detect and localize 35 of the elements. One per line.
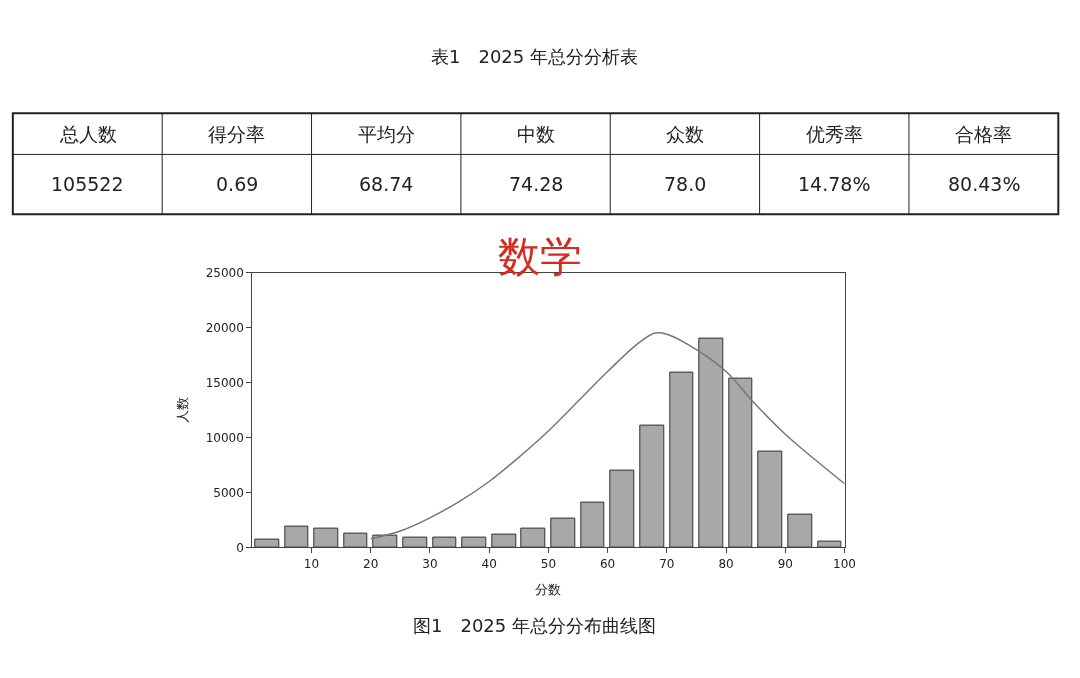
- text: 中数: [517, 123, 555, 145]
- y-tick-label: 10000: [205, 430, 244, 445]
- chart-title: 数学: [498, 232, 582, 282]
- x-tick-label: 10: [303, 556, 320, 571]
- caption: 图1 2025 年总分分布曲线图: [413, 615, 656, 636]
- y-tick-label: 0: [236, 540, 244, 555]
- text: 平均分: [358, 123, 415, 145]
- x-tick-label: 90: [777, 556, 793, 571]
- x-tick-label: 100: [833, 556, 856, 571]
- y-tick-label: 25000: [205, 265, 244, 280]
- text: 合格率: [955, 123, 1012, 145]
- text: 78.0: [664, 173, 707, 195]
- x-tick-label: 60: [599, 556, 616, 571]
- y-tick-label: 5000: [213, 485, 244, 500]
- x-tick-label: 40: [481, 556, 497, 571]
- text: 74.28: [509, 173, 564, 195]
- x-tick-label: 70: [659, 556, 675, 571]
- x-tick-label: 30: [422, 556, 438, 571]
- y-tick-label: 20000: [205, 320, 244, 335]
- text: 80.43%: [948, 173, 1021, 195]
- text: 14.78%: [798, 173, 871, 195]
- text: 表1 2025 年总分分析表: [431, 46, 638, 67]
- text: 得分率: [208, 123, 265, 145]
- text: 总人数: [59, 123, 117, 145]
- x-axis-title: 分数: [535, 582, 562, 598]
- y-axis-title: 人数: [174, 397, 190, 424]
- x-tick-label: 20: [363, 556, 379, 571]
- text: 105522: [51, 173, 124, 195]
- x-tick-label: 80: [718, 556, 734, 571]
- y-tick-label: 15000: [205, 375, 244, 390]
- x-tick-label: 50: [540, 556, 557, 571]
- text: 68.74: [359, 173, 414, 195]
- text: 众数: [666, 123, 704, 145]
- text: 优秀率: [806, 123, 863, 145]
- text: 0.69: [216, 173, 259, 195]
